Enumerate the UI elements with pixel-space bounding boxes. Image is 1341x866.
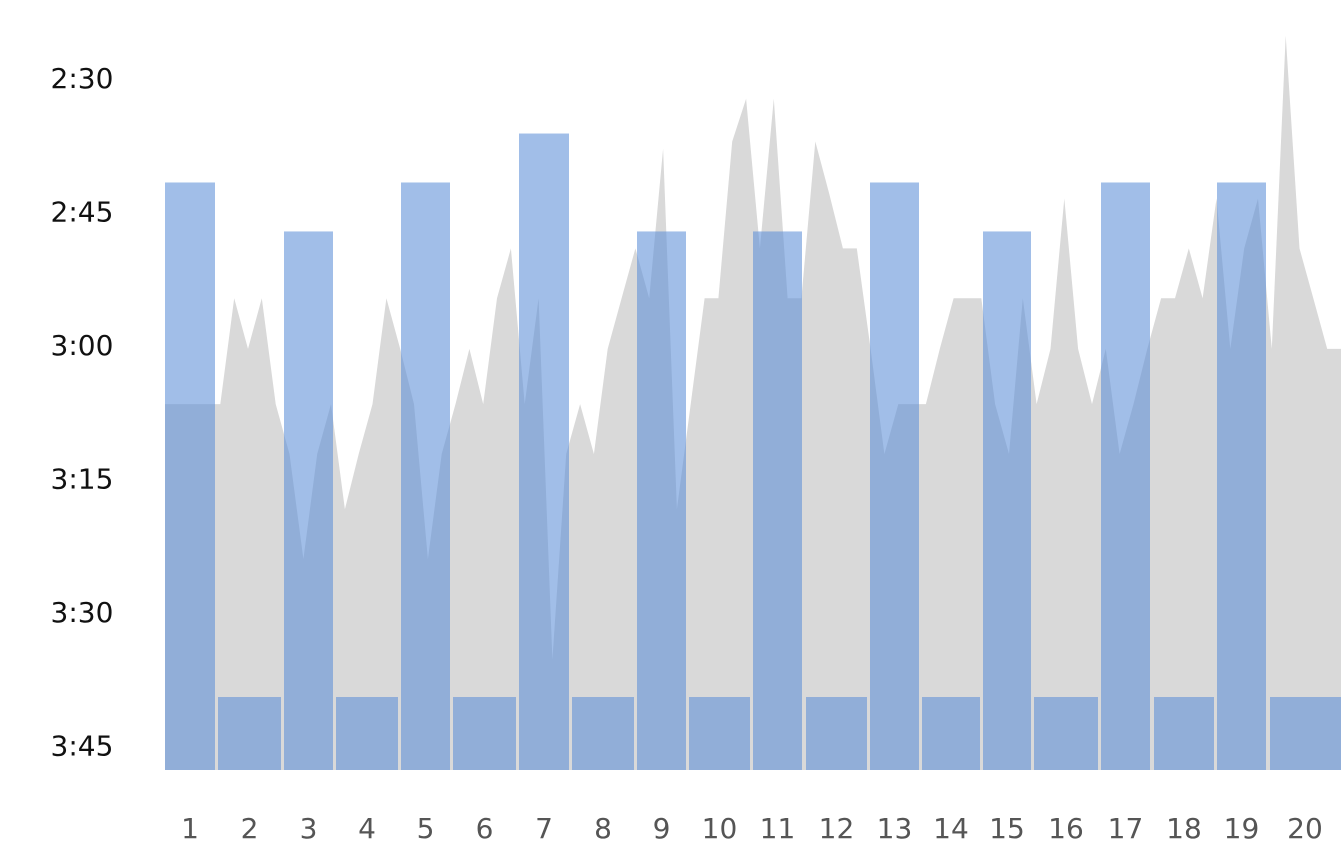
lap-bar [689,697,750,770]
lap-bar [1217,182,1266,771]
x-tick-label: 19 [1224,812,1260,845]
y-tick-label: 2:30 [51,62,114,95]
lap-bar [453,697,516,770]
x-tick-label: 6 [476,812,494,845]
x-tick-label: 4 [358,812,376,845]
lap-bar [336,697,398,770]
lap-bar [572,697,634,770]
x-tick-label: 1 [181,812,199,845]
x-tick-label: 12 [819,812,855,845]
x-tick-label: 10 [702,812,738,845]
x-tick-label: 15 [989,812,1025,845]
y-tick-label: 2:45 [51,196,114,229]
lap-bar [165,182,215,771]
lap-bar [218,697,281,770]
lap-bar [1101,182,1150,771]
lap-bar [753,231,802,771]
x-tick-label: 20 [1287,812,1323,845]
x-tick-label: 3 [300,812,318,845]
lap-bar [983,231,1031,771]
y-tick-label: 3:30 [51,596,114,629]
lap-bar [284,231,333,771]
x-tick-label: 18 [1166,812,1202,845]
x-tick-label: 11 [760,812,796,845]
lap-bar [870,182,919,771]
y-tick-label: 3:00 [51,329,114,362]
x-tick-label: 8 [594,812,612,845]
x-tick-label: 13 [877,812,913,845]
y-tick-label: 3:45 [51,730,114,763]
lap-bar [922,697,980,770]
x-tick-label: 5 [417,812,435,845]
lap-bar [401,182,450,771]
lap-bar [637,231,686,771]
lap-bar [806,697,867,770]
lap-bar [1154,697,1214,770]
x-tick-label: 17 [1108,812,1144,845]
x-tick-label: 2 [241,812,259,845]
x-tick-label: 7 [535,812,553,845]
x-tick-label: 16 [1048,812,1084,845]
x-tick-label: 9 [653,812,671,845]
lap-bar [1034,697,1098,770]
x-tick-label: 14 [933,812,969,845]
lap-bar [519,133,569,771]
lap-bar [1270,697,1341,770]
y-tick-label: 3:15 [51,463,114,496]
